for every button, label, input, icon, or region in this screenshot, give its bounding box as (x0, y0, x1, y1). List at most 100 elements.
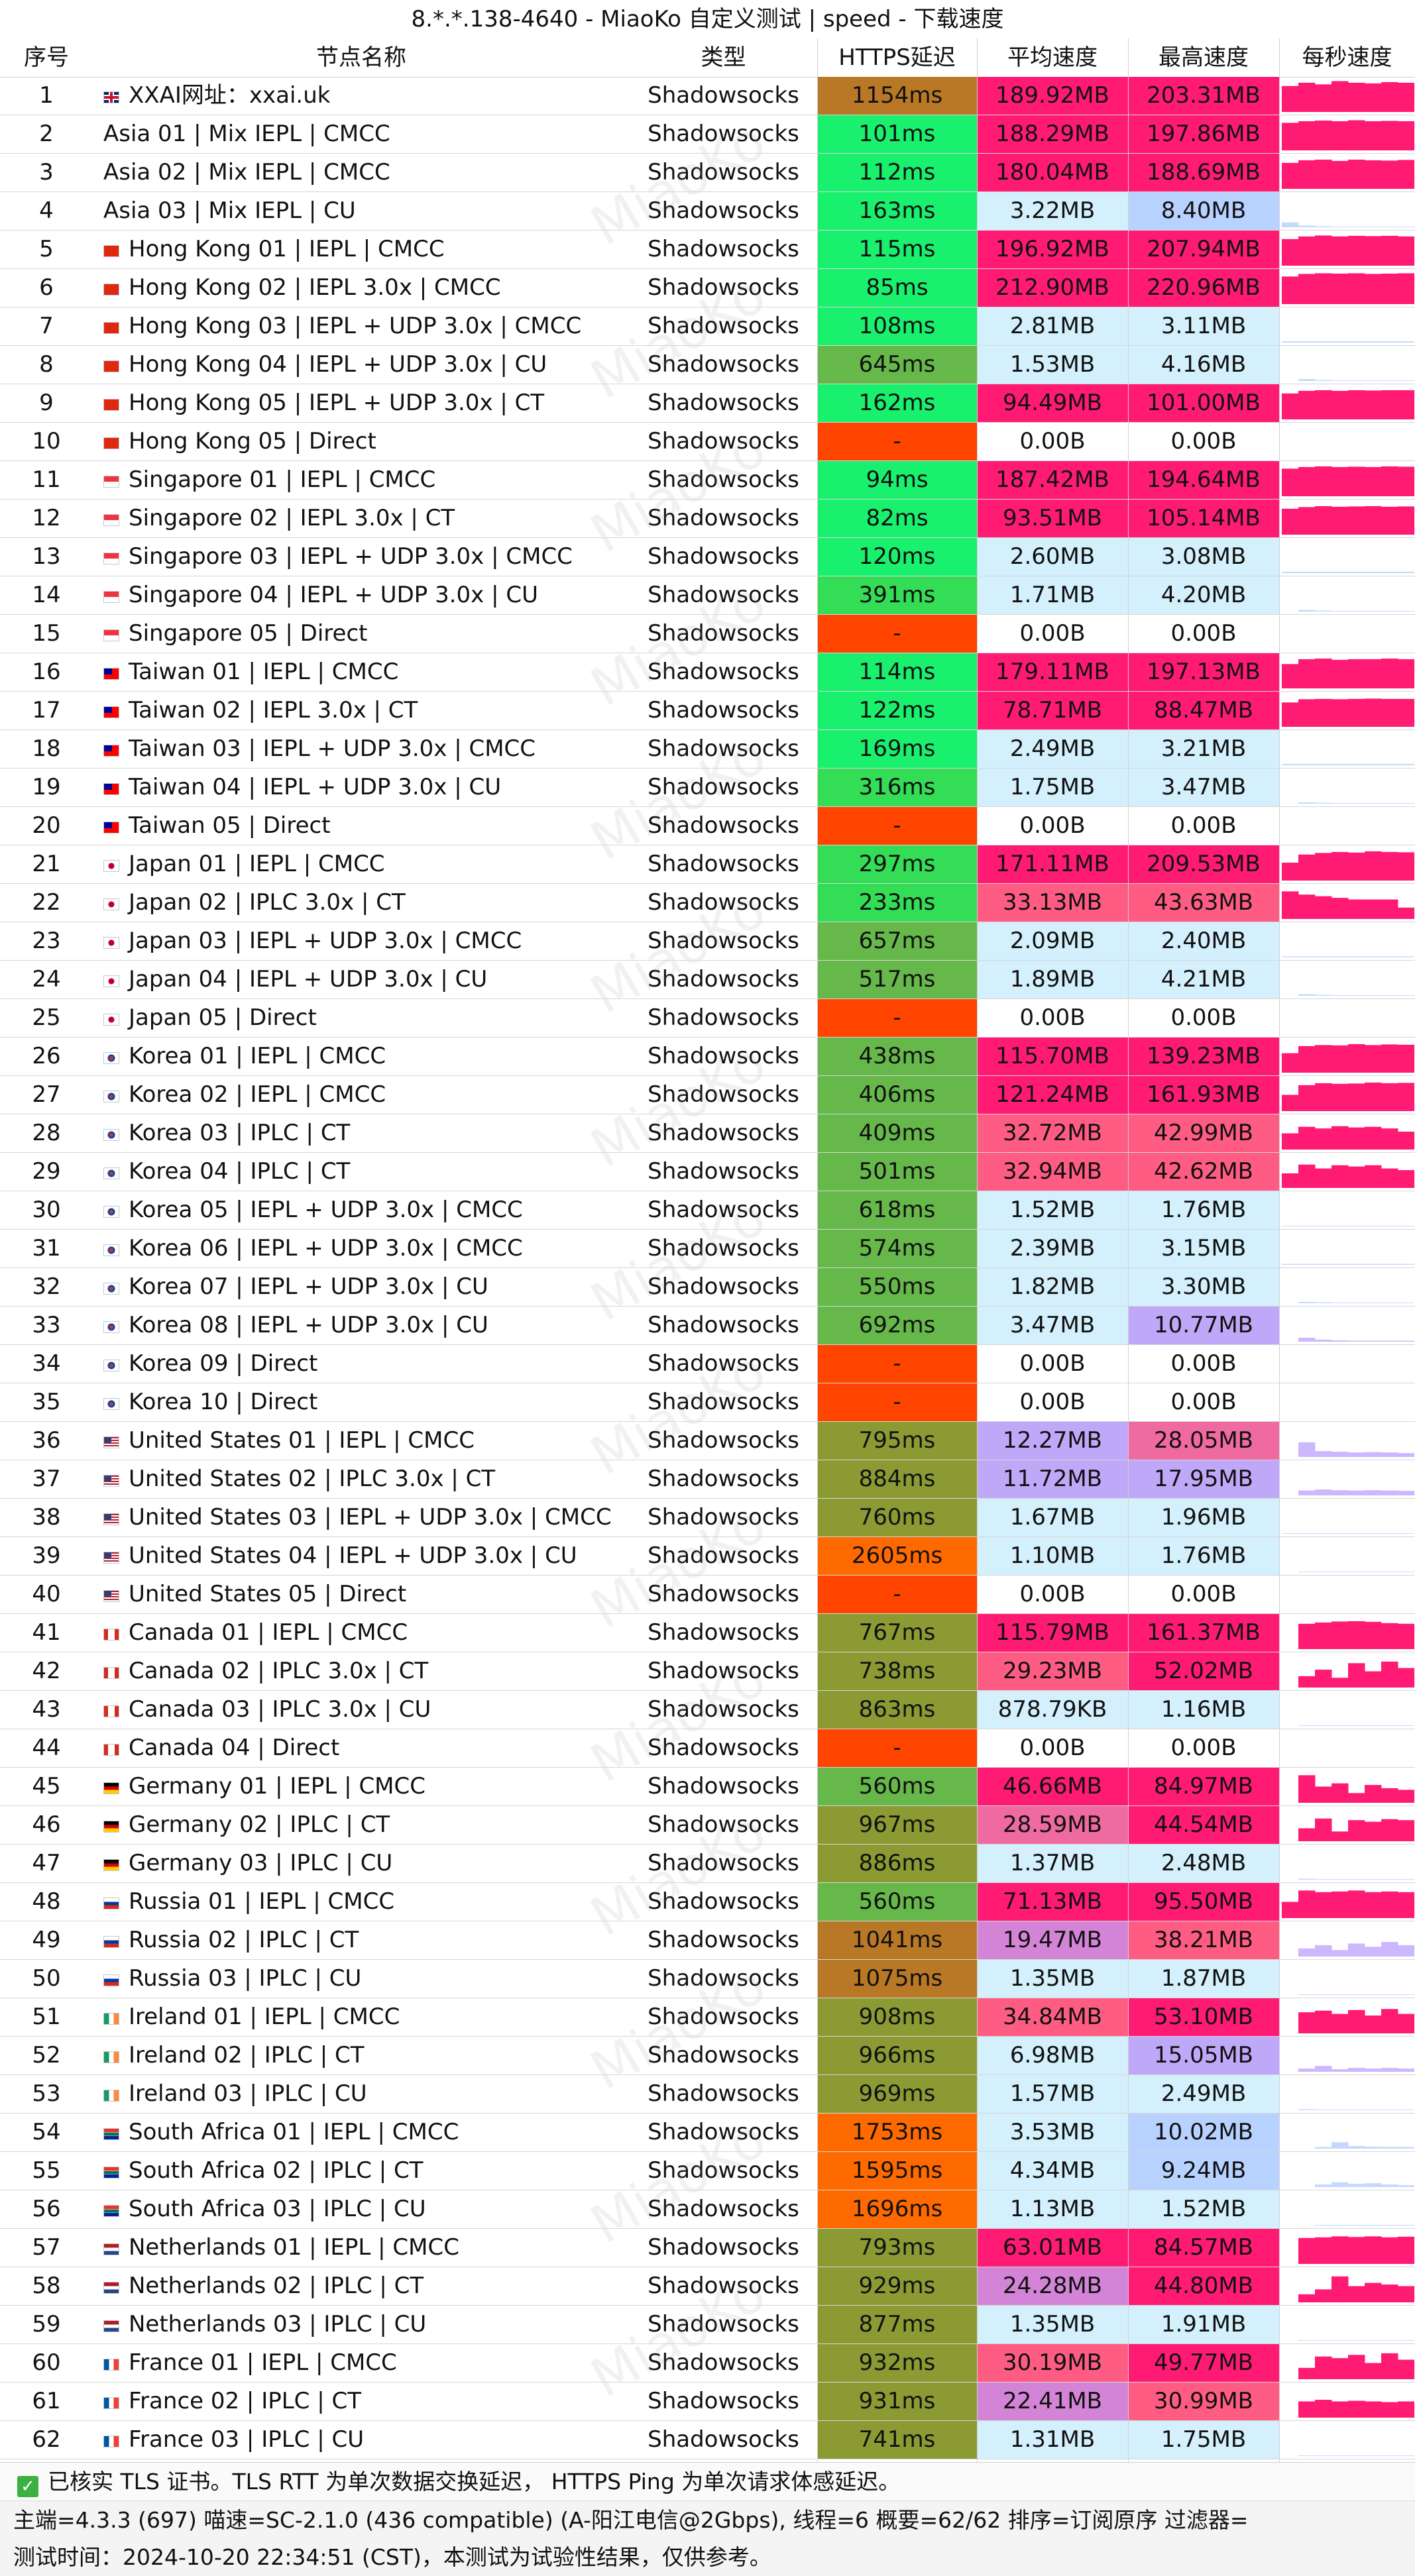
max-speed: 0.00B (1170, 1350, 1237, 1377)
node-name-cell: Korea 03 | IPLC | CT (93, 1114, 630, 1152)
flag-za-icon (103, 2167, 119, 2178)
row-index: 44 (32, 1735, 61, 1761)
sparkline-chart (1282, 222, 1414, 227)
sparkline-bar (1398, 2340, 1414, 2341)
sparkline-bar (1398, 1668, 1414, 1688)
per-second-speed-sparkline (1279, 1191, 1415, 1229)
sparkline-bar (1348, 2355, 1365, 2379)
sparkline-bar (1365, 764, 1382, 765)
node-name: Ireland 02 | IPLC | CT (129, 2042, 365, 2068)
https-latency: 1041ms (817, 1921, 977, 1959)
max-speed: 84.97MB (1128, 1768, 1279, 1805)
row-divider (0, 1690, 1415, 1691)
sparkline-chart (1298, 2009, 1414, 2033)
node-name-cell: South Africa 01 | IEPL | CMCC (93, 2114, 630, 2151)
sparkline-bar (1348, 341, 1365, 343)
row-index: 39 (32, 1542, 61, 1569)
row-index: 17 (32, 697, 61, 724)
per-second-speed-sparkline (1279, 1076, 1415, 1114)
sparkline-bar (1331, 1165, 1349, 1188)
row-index: 29 (32, 1158, 61, 1185)
node-name: Taiwan 01 | IEPL | CMCC (129, 659, 399, 685)
node-name: France 02 | IPLC | CT (129, 2388, 361, 2414)
sparkline-bar (1398, 2359, 1414, 2379)
row-divider (0, 1344, 1415, 1345)
sparkline-bar (1381, 764, 1398, 765)
sparkline-bar (1365, 1045, 1382, 1073)
https-latency: - (817, 1576, 977, 1613)
sparkline-bar (1315, 1818, 1332, 1841)
node-type: Shadowsocks (648, 1850, 799, 1876)
sparkline-bar (1365, 1490, 1382, 1495)
sparkline-bar (1315, 1622, 1332, 1649)
node-name: Hong Kong 03 | IEPL + UDP 3.0x | CMCC (129, 313, 582, 339)
node-name: Netherlands 02 | IPLC | CT (129, 2273, 424, 2299)
table-row: 59 Netherlands 03 | IPLC | CU Shadowsocks 8… (0, 2306, 1415, 2344)
per-second-speed-sparkline (1279, 1230, 1415, 1267)
node-name: Korea 08 | IEPL + UDP 3.0x | CU (129, 1312, 488, 1338)
table-row: 8 Hong Kong 04 | IEPL + UDP 3.0x | CU Shad… (0, 346, 1415, 384)
sparkline-bar (1381, 995, 1398, 996)
row-index: 62 (32, 2426, 61, 2453)
sparkline-chart (1282, 891, 1414, 919)
per-second-speed-sparkline (1279, 1960, 1415, 1998)
flag-us-icon (103, 1513, 119, 1525)
sparkline-bar (1381, 1879, 1398, 1880)
sparkline-bar (1365, 121, 1382, 150)
table-row: 49 Russia 02 | IPLC | CT Shadowsocks 1041ms… (0, 1921, 1415, 1960)
node-name-cell: Singapore 02 | IEPL 3.0x | CT (93, 500, 630, 537)
node-name-cell: Ireland 01 | IEPL | CMCC (93, 1998, 630, 2036)
max-speed: 1.76MB (1128, 1537, 1279, 1575)
per-second-speed-sparkline (1279, 2306, 1415, 2343)
sparkline-bar (1315, 2184, 1332, 2187)
max-speed: 44.80MB (1128, 2267, 1279, 2305)
sparkline-bar (1348, 572, 1365, 573)
sparkline-bar (1381, 2455, 1398, 2456)
table-row: 32 Korea 07 | IEPL + UDP 3.0x | CU Shadows… (0, 1268, 1415, 1307)
table-row: 27 Korea 02 | IEPL | CMCC Shadowsocks 406ms… (0, 1076, 1415, 1114)
per-second-speed-sparkline (1279, 2075, 1415, 2113)
max-speed: 4.16MB (1128, 346, 1279, 384)
sparkline-bar (1315, 1670, 1332, 1688)
node-type: Shadowsocks (648, 2311, 799, 2337)
node-type: Shadowsocks (648, 2196, 799, 2222)
sparkline-bar (1282, 891, 1299, 919)
node-name: Hong Kong 04 | IEPL + UDP 3.0x | CU (129, 351, 547, 378)
avg-speed: 179.11MB (977, 653, 1128, 691)
max-speed: 197.13MB (1128, 653, 1279, 691)
max-speed: 161.93MB (1128, 1076, 1279, 1114)
sparkline-bar (1348, 1083, 1365, 1111)
avg-speed: 189.92MB (977, 77, 1128, 115)
column-divider (977, 38, 978, 2462)
sparkline-chart (1298, 1818, 1414, 1841)
sparkline-bar (1315, 1994, 1332, 1995)
per-second-speed-sparkline (1279, 1614, 1415, 1652)
flag-sg-icon (103, 514, 119, 526)
node-name-cell: Canada 02 | IPLC 3.0x | CT (93, 1652, 630, 1690)
avg-speed: 30.19MB (977, 2344, 1128, 2382)
https-latency: - (817, 1345, 977, 1383)
sparkline-bar (1315, 1489, 1332, 1495)
node-type: Shadowsocks (648, 697, 799, 724)
row-index: 1 (39, 82, 54, 109)
max-speed: 42.62MB (1128, 1153, 1279, 1191)
max-speed: 28.05MB (1128, 1422, 1279, 1460)
node-name-cell: Hong Kong 05 | IEPL + UDP 3.0x | CT (93, 384, 630, 422)
sparkline-bar (1365, 1892, 1382, 1918)
sparkline-bar (1365, 1452, 1382, 1457)
sparkline-bar (1365, 1821, 1382, 1841)
sparkline-bar (1298, 572, 1316, 573)
node-name-cell: Hong Kong 05 | Direct (93, 423, 630, 460)
node-type: Shadowsocks (648, 1658, 799, 1684)
node-type: Shadowsocks (648, 1235, 799, 1261)
flag-hk-icon (103, 245, 119, 257)
per-second-speed-sparkline (1279, 1307, 1415, 1344)
node-type: Shadowsocks (648, 1773, 799, 1799)
flag-ca-icon (103, 1705, 119, 1717)
table-row: 61 France 02 | IPLC | CT Shadowsocks 931ms 2… (0, 2383, 1415, 2421)
per-second-speed-sparkline (1279, 576, 1415, 614)
avg-speed: 63.01MB (977, 2229, 1128, 2267)
sparkline-bar (1315, 2400, 1332, 2418)
sparkline-bar (1365, 236, 1382, 266)
sparkline-bar (1331, 1678, 1349, 1688)
